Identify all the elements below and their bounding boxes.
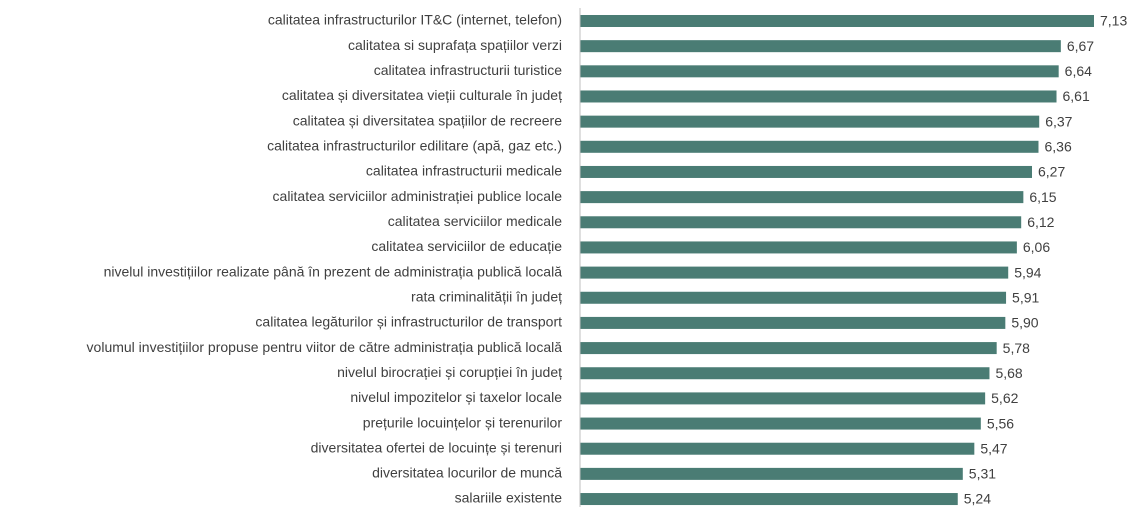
category-label: calitatea serviciilor administrației pub… xyxy=(273,188,563,204)
bar xyxy=(580,417,981,430)
value-label: 5,78 xyxy=(1003,340,1030,356)
bar xyxy=(580,392,986,405)
category-label: prețurile locuințelor și terenurilor xyxy=(363,414,563,430)
category-label: calitatea legăturilor și infrastructuril… xyxy=(255,314,562,330)
bar xyxy=(580,90,1057,103)
value-label: 5,47 xyxy=(980,440,1007,456)
category-label: nivelul birocrației și corupției în jude… xyxy=(337,364,562,380)
bar xyxy=(580,15,1094,27)
value-label: 6,15 xyxy=(1029,189,1056,205)
bar xyxy=(580,442,975,455)
bar xyxy=(580,140,1039,153)
bar xyxy=(580,266,1009,279)
category-label: calitatea serviciilor de educație xyxy=(371,238,562,254)
category-label: rata criminalității în județ xyxy=(411,288,562,304)
value-label: 5,68 xyxy=(995,365,1022,381)
bar xyxy=(580,165,1033,178)
bar xyxy=(580,467,963,480)
bar xyxy=(580,342,997,355)
category-label: calitatea si suprafața spațiilor verzi xyxy=(348,37,562,53)
category-label: calitatea și diversitatea vieții cultura… xyxy=(282,87,562,103)
value-label: 6,61 xyxy=(1063,88,1090,104)
value-label: 6,27 xyxy=(1038,164,1065,180)
bar xyxy=(580,316,1006,329)
category-label: nivelul investițiilor realizate până în … xyxy=(104,263,563,279)
value-label: 6,06 xyxy=(1023,239,1050,255)
category-label: salariile existente xyxy=(455,490,563,506)
value-label: 6,12 xyxy=(1027,214,1054,230)
bar xyxy=(580,40,1061,53)
bar xyxy=(580,493,958,506)
value-label: 6,36 xyxy=(1044,139,1071,155)
bar xyxy=(580,241,1017,254)
category-label: calitatea și diversitatea spațiilor de r… xyxy=(293,112,562,128)
category-label: diversitatea ofertei de locuințe și tere… xyxy=(311,439,562,455)
category-label: calitatea infrastructurii medicale xyxy=(366,163,562,179)
value-label: 5,94 xyxy=(1014,264,1041,280)
category-label: volumul investițiilor propuse pentru vii… xyxy=(87,339,563,355)
category-label: calitatea infrastructurilor edilitare (a… xyxy=(267,138,562,154)
value-label: 5,24 xyxy=(964,491,991,507)
value-label: 6,37 xyxy=(1045,113,1072,129)
bar xyxy=(580,65,1059,78)
value-label: 6,64 xyxy=(1065,63,1092,79)
value-label: 5,90 xyxy=(1011,315,1038,331)
bar xyxy=(580,115,1040,128)
bar xyxy=(580,191,1024,204)
value-label: 5,91 xyxy=(1012,289,1039,305)
value-label: 7,13 xyxy=(1100,13,1127,29)
value-label: 5,56 xyxy=(987,415,1014,431)
category-label: calitatea infrastructurii turistice xyxy=(374,62,563,78)
value-label: 5,62 xyxy=(991,390,1018,406)
category-label: nivelul impozitelor și taxelor locale xyxy=(350,389,562,405)
category-label: calitatea infrastructurilor IT&C (intern… xyxy=(268,12,562,28)
bar xyxy=(580,216,1022,229)
value-label: 6,67 xyxy=(1067,38,1094,54)
value-label: 5,31 xyxy=(969,466,996,482)
bar xyxy=(580,367,990,380)
category-label: diversitatea locurilor de muncă xyxy=(372,465,562,481)
category-label: calitatea serviciilor medicale xyxy=(388,213,563,229)
bar xyxy=(580,291,1007,304)
